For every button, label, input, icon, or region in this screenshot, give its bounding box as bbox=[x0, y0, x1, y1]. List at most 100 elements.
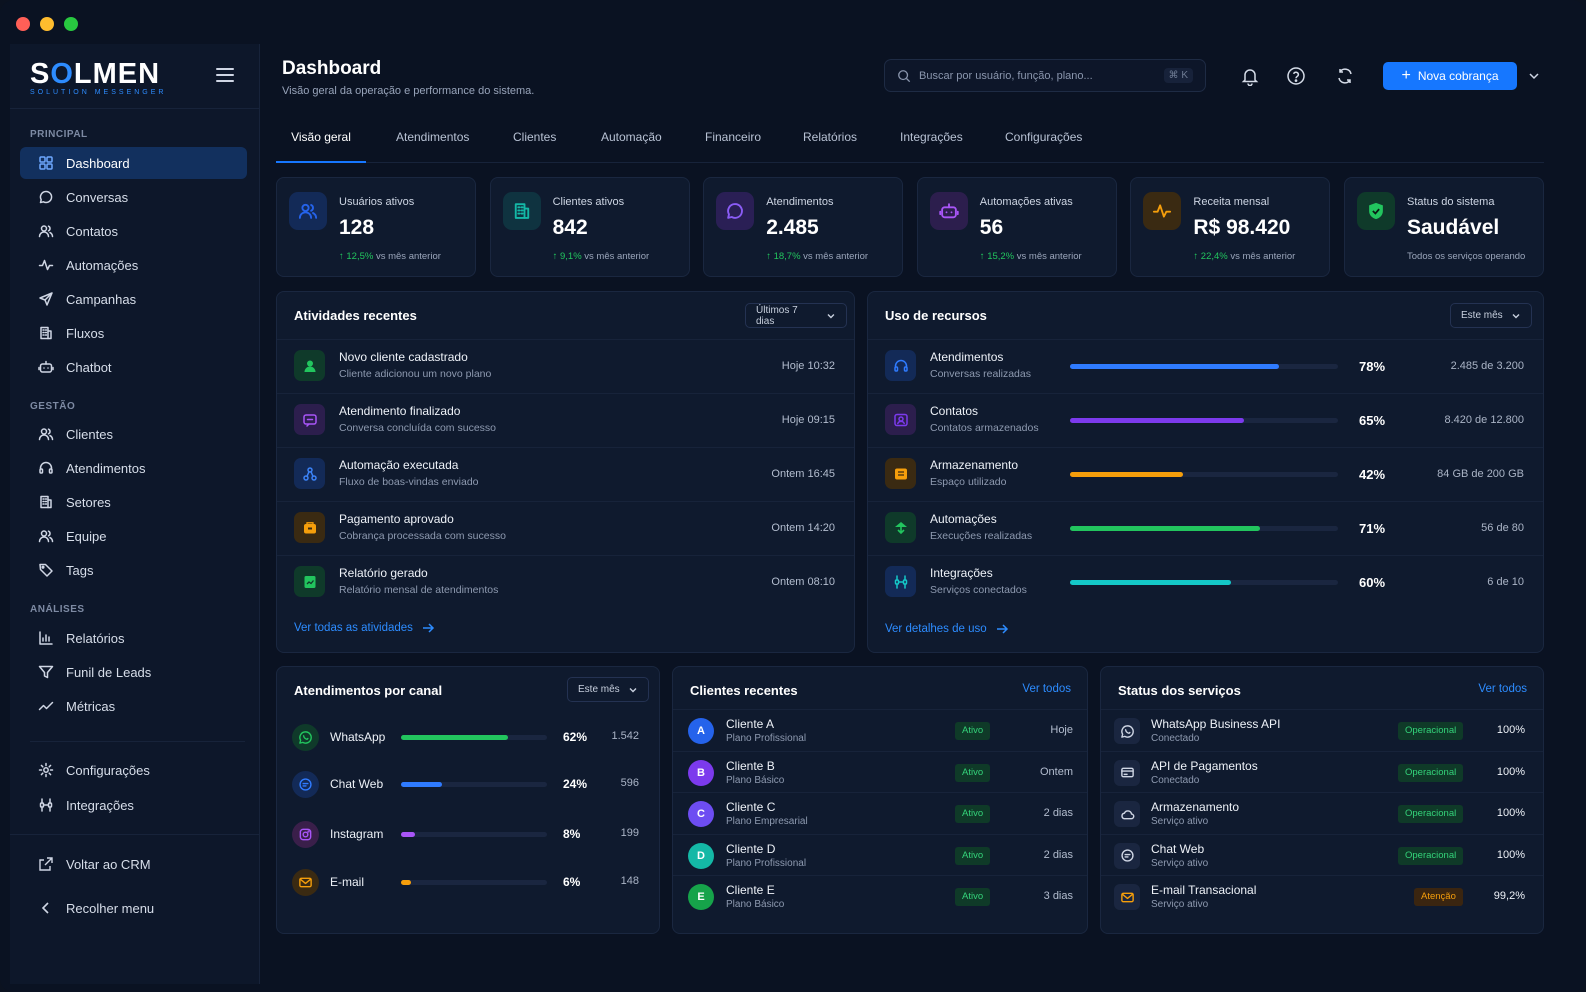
sidebar-item-integracoes[interactable]: Integrações bbox=[20, 789, 247, 821]
service-uptime: 99,2% bbox=[1493, 890, 1525, 902]
period-dropdown[interactable]: Este mês bbox=[567, 677, 649, 702]
service-row[interactable]: Armazenamento Serviço ativo Operacional … bbox=[1101, 792, 1543, 833]
tab-clientes[interactable]: Clientes bbox=[513, 130, 557, 144]
sidebar-item-campanhas[interactable]: Campanhas bbox=[20, 283, 247, 315]
client-row[interactable]: A Cliente A Plano Profissional Ativo Hoj… bbox=[673, 709, 1087, 750]
sidebar-item-equipe[interactable]: Equipe bbox=[20, 520, 247, 552]
recent-activities-card: Atividades recentes Últimos 7 dias Novo … bbox=[276, 291, 855, 653]
activity-row[interactable]: Novo cliente cadastrado Cliente adiciono… bbox=[277, 339, 854, 392]
sidebar: SOLMEN SOLUTION MESSENGER PRINCIPAL Dash… bbox=[10, 44, 260, 984]
stat-card: Automações ativas 56 ↑ 15,2% vs mês anter… bbox=[916, 177, 1117, 277]
section-principal: PRINCIPAL bbox=[30, 129, 88, 140]
activity-row[interactable]: Pagamento aprovado Cobrança processada c… bbox=[277, 501, 854, 554]
client-row[interactable]: B Cliente B Plano Básico Ativo Ontem bbox=[673, 750, 1087, 792]
service-row[interactable]: Chat Web Serviço ativo Operacional 100% bbox=[1101, 833, 1543, 875]
tab-financeiro[interactable]: Financeiro bbox=[705, 130, 762, 144]
recent-clients-card: Clientes recentes Ver todos A Cliente A … bbox=[672, 666, 1088, 934]
period-dropdown[interactable]: Últimos 7 dias bbox=[745, 303, 847, 328]
channel-count: 596 bbox=[620, 777, 639, 789]
close-window-button[interactable] bbox=[16, 17, 30, 31]
sidebar-item-contatos[interactable]: Contatos bbox=[20, 215, 247, 247]
search-shortcut: ⌘ K bbox=[1163, 68, 1193, 83]
send-icon bbox=[39, 292, 53, 306]
service-icon-box bbox=[1114, 718, 1140, 744]
service-row[interactable]: E-mail Transacional Serviço ativo Atençã… bbox=[1101, 875, 1543, 916]
channel-count: 199 bbox=[620, 827, 639, 839]
client-row[interactable]: C Cliente C Plano Empresarial Ativo 2 di… bbox=[673, 792, 1087, 833]
pulse-icon bbox=[38, 259, 54, 271]
help-icon[interactable] bbox=[1286, 66, 1306, 86]
back-to-crm-button[interactable]: Voltar ao CRM bbox=[20, 848, 247, 880]
stat-value: 128 bbox=[339, 216, 375, 239]
avatar: D bbox=[688, 842, 714, 869]
collapse-menu-button[interactable]: Recolher menu bbox=[20, 892, 247, 924]
activity-subtitle: Relatório mensal de atendimentos bbox=[339, 584, 499, 596]
activity-row[interactable]: Automação executada Fluxo de boas-vindas… bbox=[277, 447, 854, 500]
view-all-activities-link[interactable]: Ver todas as atividades bbox=[294, 621, 435, 635]
sidebar-item-setores[interactable]: Setores bbox=[20, 486, 247, 518]
sidebar-item-dashboard[interactable]: Dashboard bbox=[20, 147, 247, 179]
tab-visao-geral[interactable]: Visão geral bbox=[276, 110, 366, 163]
whatsapp-icon bbox=[299, 731, 312, 744]
arrow-right-icon bbox=[996, 624, 1008, 634]
chat-web-icon bbox=[1120, 849, 1134, 862]
tab-integracoes[interactable]: Integrações bbox=[900, 130, 963, 144]
period-dropdown[interactable]: Este mês bbox=[1450, 303, 1532, 328]
status-badge: Operacional bbox=[1398, 722, 1464, 740]
view-all-services-link[interactable]: Ver todos bbox=[1478, 683, 1527, 695]
channel-percent: 6% bbox=[563, 875, 581, 889]
tab-atendimentos[interactable]: Atendimentos bbox=[396, 130, 470, 144]
tab-relatorios[interactable]: Relatórios bbox=[803, 130, 858, 144]
refresh-icon[interactable] bbox=[1335, 66, 1355, 86]
sidebar-item-label: Automações bbox=[66, 257, 139, 273]
activity-row[interactable]: Relatório gerado Relatório mensal de ate… bbox=[277, 555, 854, 608]
card-title: Atendimentos por canal bbox=[294, 683, 443, 698]
client-name: Cliente C bbox=[726, 800, 776, 814]
sidebar-item-clientes[interactable]: Clientes bbox=[20, 418, 247, 450]
channel-bar-fill bbox=[401, 880, 412, 885]
activity-subtitle: Fluxo de boas-vindas enviado bbox=[339, 476, 479, 488]
usage-bar-fill bbox=[1070, 472, 1183, 477]
view-all-clients-link[interactable]: Ver todos bbox=[1022, 683, 1071, 695]
activity-row[interactable]: Atendimento finalizado Conversa concluíd… bbox=[277, 393, 854, 446]
client-row[interactable]: D Cliente D Plano Profissional Ativo 2 d… bbox=[673, 833, 1087, 875]
view-usage-details-link[interactable]: Ver detalhes de uso bbox=[885, 622, 1009, 636]
new-charge-button[interactable]: + Nova cobrança bbox=[1383, 62, 1517, 90]
sidebar-item-configuracoes[interactable]: Configurações bbox=[20, 754, 247, 786]
maximize-window-button[interactable] bbox=[64, 17, 78, 31]
minimize-window-button[interactable] bbox=[40, 17, 54, 31]
service-row[interactable]: API de Pagamentos Conectado Operacional … bbox=[1101, 750, 1543, 792]
sidebar-item-tags[interactable]: Tags bbox=[20, 554, 247, 586]
sidebar-item-atendimentos[interactable]: Atendimentos bbox=[20, 452, 247, 484]
resource-title: Contatos bbox=[930, 404, 979, 418]
report-icon bbox=[304, 575, 315, 588]
stat-label: Receita mensal bbox=[1193, 196, 1270, 208]
client-row[interactable]: E Cliente E Plano Básico Ativo 3 dias bbox=[673, 875, 1087, 916]
menu-toggle-button[interactable] bbox=[216, 68, 234, 82]
card-icon bbox=[1120, 767, 1134, 778]
arrow-up-icon: ↑ bbox=[339, 251, 347, 262]
channel-bar bbox=[401, 832, 547, 837]
sidebar-item-automacoes[interactable]: Automações bbox=[20, 249, 247, 281]
sidebar-item-fluxos[interactable]: Fluxos bbox=[20, 317, 247, 349]
sidebar-item-relatorios[interactable]: Relatórios bbox=[20, 622, 247, 654]
status-badge: Operacional bbox=[1398, 846, 1464, 865]
resource-icon-box bbox=[885, 350, 916, 381]
usage-amount: 84 GB de 200 GB bbox=[1437, 468, 1524, 480]
brand-logo[interactable]: SOLMEN SOLUTION MESSENGER bbox=[30, 58, 167, 96]
sidebar-item-label: Funil de Leads bbox=[66, 664, 152, 680]
tab-configuracoes[interactable]: Configurações bbox=[1005, 130, 1083, 144]
tab-automacao[interactable]: Automação bbox=[601, 130, 662, 144]
sidebar-item-label: Conversas bbox=[66, 189, 129, 205]
sidebar-item-metricas[interactable]: Métricas bbox=[20, 690, 247, 722]
chevron-down-icon[interactable] bbox=[1528, 70, 1540, 82]
stat-card: Status do sistema Saudável Todos os servi… bbox=[1344, 177, 1544, 277]
channel-icon-box bbox=[292, 771, 319, 798]
sidebar-item-funil-de-leads[interactable]: Funil de Leads bbox=[20, 656, 247, 688]
sidebar-item-chatbot[interactable]: Chatbot bbox=[20, 351, 247, 383]
search-input[interactable]: Buscar por usuário, função, plano... ⌘ K bbox=[884, 59, 1206, 92]
service-row[interactable]: WhatsApp Business API Conectado Operacio… bbox=[1101, 709, 1543, 750]
sidebar-item-conversas[interactable]: Conversas bbox=[20, 181, 247, 213]
bell-icon[interactable] bbox=[1240, 66, 1260, 86]
service-uptime: 100% bbox=[1496, 765, 1525, 778]
